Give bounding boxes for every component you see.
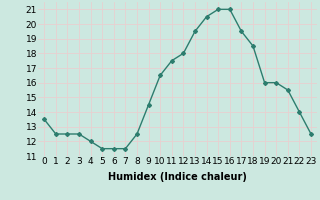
X-axis label: Humidex (Indice chaleur): Humidex (Indice chaleur) <box>108 172 247 182</box>
